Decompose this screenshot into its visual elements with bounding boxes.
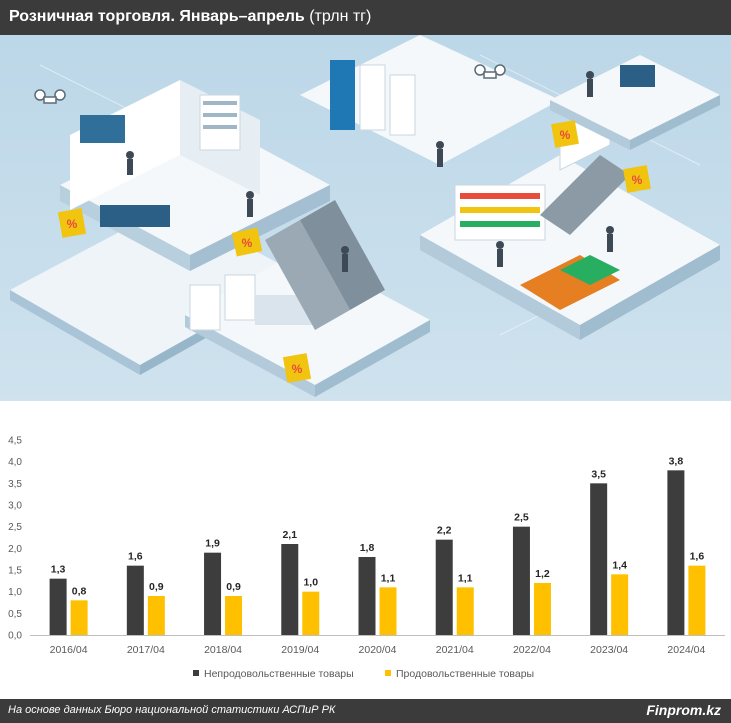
data-label-nonfood: 1,3 xyxy=(51,564,66,576)
bars: 1,3 0,8 1,6 0,9 1,9 0,9 2,1 1,0 1,8 1,1 2,2 1,1 2,5 1… xyxy=(49,455,706,635)
data-label-food: 0,9 xyxy=(226,581,241,593)
title-unit: (трлн тг) xyxy=(309,8,372,25)
page-title: Розничная торговля. Январь–апрель (трлн … xyxy=(9,8,371,26)
data-label-food: 1,1 xyxy=(458,572,473,584)
data-label-nonfood: 3,8 xyxy=(669,455,684,467)
bar-nonfood xyxy=(590,483,608,635)
bar-nonfood xyxy=(204,552,222,635)
y-tick-label: 1,5 xyxy=(8,566,22,577)
source-note: На основе данных Бюро национальной стати… xyxy=(8,704,336,716)
legend-label-food: Продовольственные товары xyxy=(396,668,534,680)
bar-nonfood xyxy=(512,526,530,635)
header-bar: Розничная торговля. Январь–апрель (трлн … xyxy=(0,0,731,35)
x-tick-label: 2017/04 xyxy=(127,644,165,656)
svg-text:%: % xyxy=(632,173,643,187)
data-label-food: 1,4 xyxy=(612,559,627,571)
y-tick-label: 2,0 xyxy=(8,544,22,555)
svg-text:%: % xyxy=(292,362,303,376)
bar-nonfood xyxy=(358,557,376,635)
brand-logo-text: Finprom.kz xyxy=(646,702,721,718)
bar-food xyxy=(688,565,706,635)
data-label-nonfood: 1,8 xyxy=(360,542,375,554)
data-label-food: 1,6 xyxy=(690,551,705,563)
x-tick-label: 2021/04 xyxy=(436,644,474,656)
x-tick-label: 2018/04 xyxy=(204,644,242,656)
y-tick-label: 0,5 xyxy=(8,609,22,620)
bar-food xyxy=(379,587,397,635)
y-tick-label: 3,0 xyxy=(8,501,22,512)
x-tick-label: 2022/04 xyxy=(513,644,551,656)
legend-swatch-nonfood xyxy=(193,670,199,676)
bar-food xyxy=(147,596,165,635)
svg-text:%: % xyxy=(67,217,78,231)
x-tick-label: 2023/04 xyxy=(590,644,628,656)
data-label-food: 1,1 xyxy=(381,572,396,584)
retail-bar-chart: 0,0 0,5 1,0 1,5 2,0 2,5 3,0 3,5 4,0 4,5 1,3 0,8 1,6… xyxy=(8,436,725,680)
shopping-mall-illustration: %%%%% xyxy=(0,35,731,401)
data-label-nonfood: 3,5 xyxy=(591,468,606,480)
legend-label-nonfood: Непродовольственные товары xyxy=(204,668,354,680)
x-tick-label: 2020/04 xyxy=(359,644,397,656)
bar-food xyxy=(302,591,320,635)
bar-food xyxy=(533,583,551,635)
y-tick-label: 4,0 xyxy=(8,457,22,468)
data-label-nonfood: 2,1 xyxy=(282,529,297,541)
y-tick-label: 0,0 xyxy=(8,631,22,642)
y-tick-label: 4,5 xyxy=(8,436,22,447)
title-main: Розничная торговля. Январь–апрель xyxy=(9,8,305,25)
footer-bar: На основе данных Бюро национальной стати… xyxy=(0,699,731,723)
x-axis-labels: 2016/04 2017/04 2018/04 2019/04 2020/04 2021/… xyxy=(50,644,706,656)
y-tick-label: 3,5 xyxy=(8,479,22,490)
legend-swatch-food xyxy=(385,670,391,676)
bar-nonfood xyxy=(126,565,144,635)
y-tick-label: 1,0 xyxy=(8,587,22,598)
data-label-nonfood: 2,5 xyxy=(514,512,529,524)
data-label-nonfood: 1,6 xyxy=(128,551,143,563)
bar-food xyxy=(70,600,88,635)
svg-text:%: % xyxy=(242,236,253,250)
x-tick-label: 2016/04 xyxy=(50,644,88,656)
svg-text:%: % xyxy=(560,128,571,142)
data-label-food: 1,2 xyxy=(535,568,550,580)
bar-food xyxy=(456,587,474,635)
bar-nonfood xyxy=(667,470,685,635)
data-label-nonfood: 1,9 xyxy=(205,538,220,550)
bar-nonfood xyxy=(49,578,67,635)
bar-nonfood xyxy=(281,544,299,635)
data-label-food: 1,0 xyxy=(303,577,318,589)
y-tick-label: 2,5 xyxy=(8,522,22,533)
y-axis: 0,0 0,5 1,0 1,5 2,0 2,5 3,0 3,5 4,0 4,5 xyxy=(8,436,725,642)
data-label-food: 0,9 xyxy=(149,581,164,593)
data-label-nonfood: 2,2 xyxy=(437,525,452,537)
legend: Непродовольственные товары Продовольствен… xyxy=(193,668,534,680)
bar-food xyxy=(611,574,629,635)
bar-nonfood xyxy=(435,539,453,635)
x-tick-label: 2019/04 xyxy=(281,644,319,656)
x-tick-label: 2024/04 xyxy=(667,644,705,656)
bar-food xyxy=(225,596,243,635)
data-label-food: 0,8 xyxy=(72,585,87,597)
